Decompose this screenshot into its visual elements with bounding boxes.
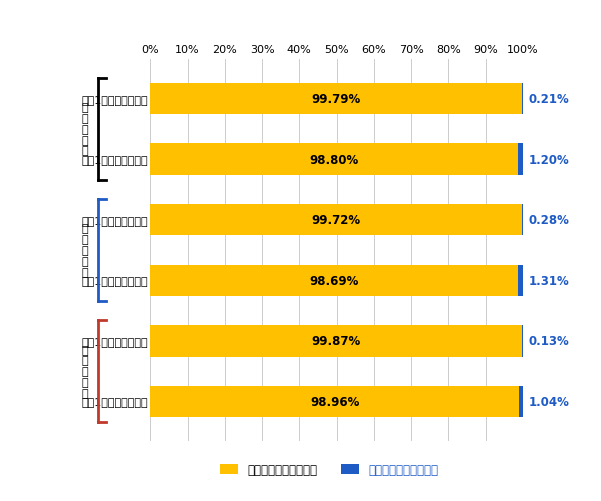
- Text: 1.31%: 1.31%: [528, 274, 569, 287]
- Text: 98.96%: 98.96%: [310, 395, 359, 408]
- Text: 99.72%: 99.72%: [311, 214, 361, 227]
- Text: 0.28%: 0.28%: [528, 214, 569, 227]
- Text: 1.04%: 1.04%: [528, 395, 569, 408]
- Text: 99.79%: 99.79%: [311, 93, 361, 106]
- Text: 98.69%: 98.69%: [310, 274, 359, 287]
- Text: 過去1年飲酒経験あり: 過去1年飲酒経験あり: [82, 276, 148, 286]
- Text: 0.21%: 0.21%: [528, 93, 569, 106]
- Text: 過去1年飲酒経験なし: 過去1年飲酒経験なし: [82, 94, 148, 104]
- Bar: [150, 84, 522, 115]
- Text: 98.80%: 98.80%: [310, 153, 359, 166]
- Bar: [519, 386, 523, 417]
- Bar: [150, 326, 522, 357]
- Bar: [522, 204, 523, 236]
- Bar: [519, 144, 523, 175]
- Text: 過去1年飲酒経験あり: 過去1年飲酒経験あり: [82, 397, 148, 407]
- Bar: [522, 84, 523, 115]
- Text: 女
子
中
学
生: 女 子 中 学 生: [82, 345, 88, 398]
- Text: 1.20%: 1.20%: [528, 153, 569, 166]
- Text: 0.13%: 0.13%: [528, 335, 569, 348]
- Text: 過去1年飲酒経験なし: 過去1年飲酒経験なし: [82, 215, 148, 225]
- Bar: [150, 386, 519, 417]
- Bar: [518, 265, 523, 297]
- Text: 男
子
中
学
生: 男 子 中 学 生: [82, 224, 88, 277]
- Text: 中
学
生
全
体: 中 学 生 全 体: [82, 103, 88, 156]
- Bar: [150, 265, 518, 297]
- Bar: [150, 204, 522, 236]
- Text: 過去1年飲酒経験なし: 過去1年飲酒経験なし: [82, 336, 148, 346]
- Legend: 覚醒剤の生涯経験なし, 覚醒剤の生涯経験あり: 覚醒剤の生涯経験なし, 覚醒剤の生涯経験あり: [215, 458, 443, 480]
- Bar: [150, 144, 519, 175]
- Text: 過去1年飲酒経験あり: 過去1年飲酒経験あり: [82, 155, 148, 165]
- Text: 99.87%: 99.87%: [312, 335, 361, 348]
